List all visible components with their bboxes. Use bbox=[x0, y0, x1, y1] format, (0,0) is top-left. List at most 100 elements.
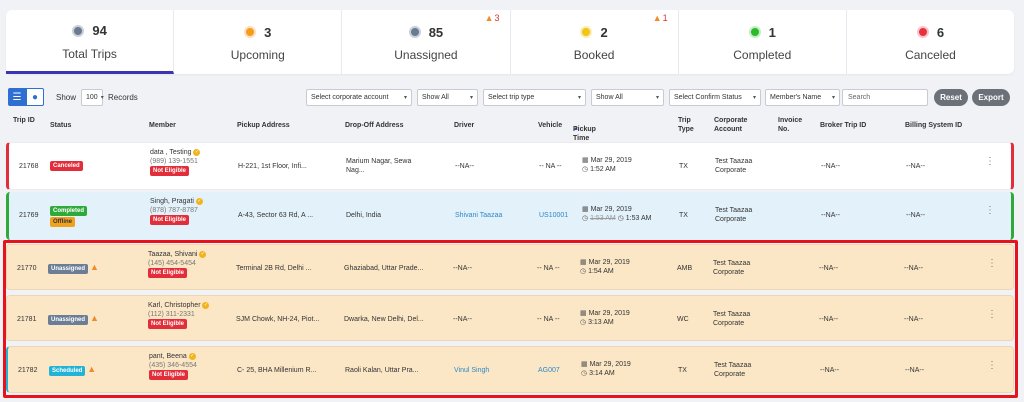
records-per-page-select[interactable]: 100 ▾ bbox=[81, 88, 104, 106]
verified-icon: ✓ bbox=[188, 353, 196, 360]
table-row[interactable]: 21782 Scheduled ▲ pant, Beena ✓ (435) 34… bbox=[6, 346, 1014, 393]
search-field-select[interactable]: Member's Name ▾ bbox=[765, 88, 840, 106]
chevron-down-icon: ▾ bbox=[655, 94, 659, 101]
stat-completed[interactable]: 1 Completed bbox=[679, 10, 847, 74]
member-name[interactable]: data , Testing ✓ bbox=[150, 149, 201, 156]
status-badge: Unassigned bbox=[48, 315, 89, 325]
status-dot-icon bbox=[916, 26, 929, 38]
col-corporate-account[interactable]: Corporate Account bbox=[714, 117, 748, 133]
more-options-icon[interactable]: ⋮ bbox=[987, 309, 997, 320]
trip-type: WC bbox=[677, 316, 689, 323]
vehicle: -- NA -- bbox=[537, 316, 560, 323]
member-name[interactable]: Karl, Christopher ✓ bbox=[148, 302, 210, 309]
broker-trip-id: --NA-- bbox=[821, 212, 841, 219]
status-badge: Completed bbox=[50, 206, 88, 216]
vehicle-link[interactable]: AG007 bbox=[538, 367, 560, 374]
show-all-select-2[interactable]: Show All ▾ bbox=[591, 88, 664, 106]
list-view-icon[interactable]: ☰ bbox=[8, 88, 26, 106]
sort-up-icon: ▲ bbox=[573, 126, 579, 132]
calendar-icon: ▦ bbox=[580, 310, 587, 317]
driver: --NA-- bbox=[455, 163, 475, 170]
clock-icon: ◷ bbox=[582, 215, 589, 222]
table-row[interactable]: 21781 Unassigned ▲ Karl, Christopher ✓ (… bbox=[6, 295, 1014, 341]
more-options-icon[interactable]: ⋮ bbox=[985, 156, 995, 167]
calendar-icon: ▦ bbox=[581, 361, 588, 368]
table-row[interactable]: 21769 Completed Offline Singh, Pragati ✓… bbox=[6, 192, 1014, 240]
member-cell: data , Testing ✓ (989) 139-1551 Not Elig… bbox=[150, 148, 201, 176]
billing-system-id: --NA-- bbox=[906, 163, 926, 170]
stat-label: Upcoming bbox=[230, 48, 285, 62]
col-trip-id[interactable]: Trip ID bbox=[13, 117, 35, 124]
stat-total-trips[interactable]: 94 Total Trips bbox=[6, 10, 175, 74]
member-name[interactable]: Taazaa, Shivani ✓ bbox=[148, 251, 207, 258]
trip-id[interactable]: 21769 bbox=[19, 212, 39, 219]
col-dropoff-address[interactable]: Drop-Off Address bbox=[345, 122, 404, 129]
export-button[interactable]: Export bbox=[972, 88, 1010, 106]
stat-unassigned[interactable]: ▲ 3 85 Unassigned bbox=[342, 10, 511, 74]
status-cell: Completed Offline bbox=[50, 206, 88, 227]
table-row[interactable]: 21768 Canceled data , Testing ✓ (989) 13… bbox=[6, 142, 1014, 190]
table-row[interactable]: 21770 Unassigned ▲ Taazaa, Shivani ✓ (14… bbox=[6, 244, 1014, 290]
member-name[interactable]: Singh, Pragati ✓ bbox=[150, 198, 203, 205]
stat-count: 94 bbox=[92, 23, 107, 38]
stat-canceled[interactable]: 6 Canceled bbox=[847, 10, 1014, 74]
billing-system-id: --NA-- bbox=[904, 265, 924, 272]
corporate-account-select[interactable]: Select corporate account ▾ bbox=[306, 88, 412, 106]
stat-upcoming[interactable]: 3 Upcoming bbox=[174, 10, 343, 74]
clock-icon: ◷ bbox=[617, 215, 624, 222]
stat-label: Total Trips bbox=[62, 46, 117, 61]
broker-trip-id: --NA-- bbox=[821, 163, 841, 170]
status-badge: Scheduled bbox=[49, 366, 86, 376]
member-cell: Taazaa, Shivani ✓ (145) 454-5454 Not Eli… bbox=[148, 250, 207, 278]
col-billing-system-id[interactable]: Billing System ID bbox=[905, 122, 963, 129]
member-name[interactable]: pant, Beena ✓ bbox=[149, 353, 196, 360]
flame-icon: ▲ bbox=[87, 364, 97, 374]
trip-id[interactable]: 21768 bbox=[19, 163, 39, 170]
clock-icon: ◷ bbox=[580, 319, 587, 326]
offline-badge: Offline bbox=[50, 217, 75, 227]
confirm-status-select[interactable]: Select Confirm Status ▾ bbox=[669, 88, 761, 106]
verified-icon: ✓ bbox=[195, 198, 203, 205]
col-trip-type[interactable]: Trip Type bbox=[678, 117, 694, 133]
driver-link[interactable]: Shivani Taazaa bbox=[455, 212, 503, 219]
trip-id[interactable]: 21781 bbox=[17, 316, 37, 323]
col-vehicle[interactable]: Vehicle bbox=[538, 122, 563, 129]
member-phone: (878) 787-8787 bbox=[150, 207, 198, 214]
calendar-icon: ▦ bbox=[582, 206, 589, 213]
col-broker-trip-id[interactable]: Broker Trip ID bbox=[820, 122, 867, 129]
stat-booked[interactable]: ▲ 1 2 Booked bbox=[511, 10, 679, 74]
driver-link[interactable]: Vinul Singh bbox=[454, 367, 490, 374]
stat-label: Completed bbox=[733, 48, 792, 62]
trip-id[interactable]: 21782 bbox=[18, 367, 38, 374]
status-dot-icon bbox=[244, 26, 257, 38]
dropoff-address: Dwarka, New Delhi, Del... bbox=[344, 316, 424, 323]
trip-type-select[interactable]: Select trip type ▾ bbox=[483, 88, 586, 106]
vehicle-link[interactable]: US10001 bbox=[539, 212, 569, 219]
more-options-icon[interactable]: ⋮ bbox=[985, 205, 995, 216]
stat-count: 1 bbox=[768, 24, 776, 40]
trip-id[interactable]: 21770 bbox=[17, 265, 37, 272]
eligibility-badge: Not Eligible bbox=[148, 268, 187, 278]
search-input[interactable]: Search bbox=[842, 88, 928, 106]
status-dot-icon bbox=[408, 26, 421, 38]
status-dot-icon bbox=[580, 26, 593, 38]
reset-button[interactable]: Reset bbox=[934, 88, 968, 106]
flame-icon: ▲ bbox=[484, 13, 494, 23]
map-pin-icon[interactable]: ● bbox=[26, 88, 44, 106]
verified-icon: ✓ bbox=[202, 302, 210, 309]
col-status[interactable]: Status bbox=[50, 122, 72, 129]
col-driver[interactable]: Driver bbox=[454, 122, 475, 129]
col-pickup-address[interactable]: Pickup Address bbox=[237, 122, 290, 129]
status-dot-icon bbox=[72, 24, 85, 37]
pickup-time: ▦ Mar 29, 2019 ◷ 1:54 AM bbox=[580, 259, 630, 275]
more-options-icon[interactable]: ⋮ bbox=[987, 360, 997, 371]
member-cell: Singh, Pragati ✓ (878) 787-8787 Not Elig… bbox=[150, 197, 203, 225]
show-all-select-1[interactable]: Show All ▾ bbox=[417, 88, 478, 106]
chevron-down-icon: ▾ bbox=[100, 94, 104, 101]
more-options-icon[interactable]: ⋮ bbox=[987, 258, 997, 269]
status-badge: Unassigned bbox=[48, 264, 89, 274]
billing-system-id: --NA-- bbox=[905, 367, 925, 374]
col-invoice-no[interactable]: Invoice No. bbox=[778, 117, 803, 133]
col-member[interactable]: Member bbox=[149, 122, 176, 129]
clock-icon: ◷ bbox=[581, 370, 588, 377]
